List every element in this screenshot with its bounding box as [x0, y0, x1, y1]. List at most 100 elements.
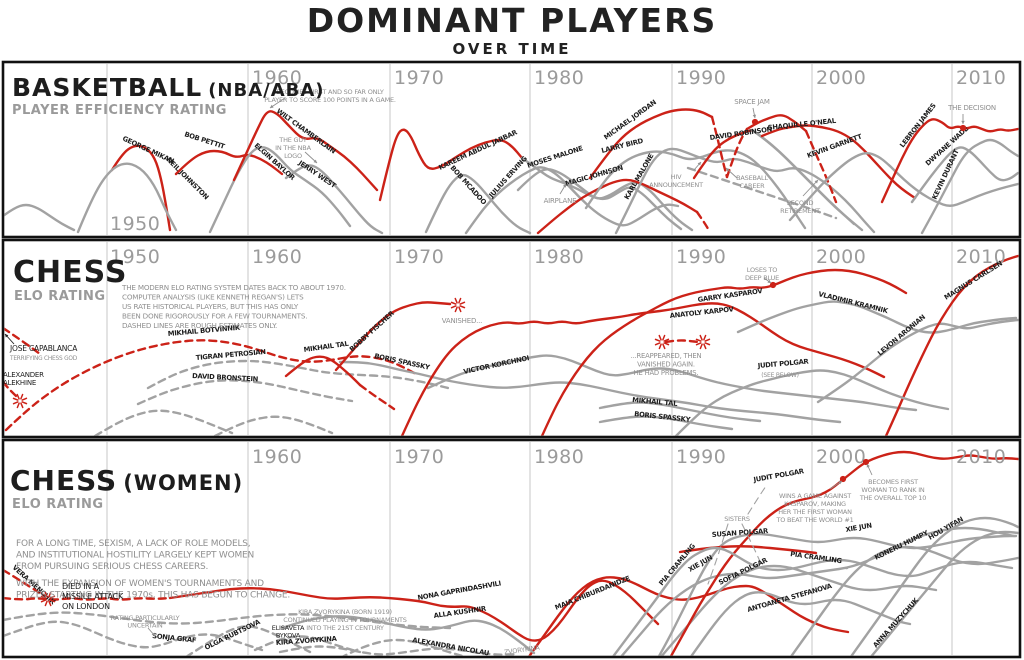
- year-label-1960-chess: 1960: [252, 246, 302, 268]
- arrowhead-icon: [961, 120, 965, 124]
- event-dot: [751, 118, 759, 126]
- series-shaquille-o-neal: [760, 124, 917, 200]
- series-bob-pettit: [174, 149, 284, 176]
- annotation-space-jam: SPACE JAM: [734, 98, 770, 119]
- series-line: [4, 611, 452, 630]
- year-label-1950-basketball: 1950: [110, 213, 160, 235]
- svg-text:FOR A LONG TIME, SEXISM, A LAC: FOR A LONG TIME, SEXISM, A LACK OF ROLE …: [16, 539, 254, 572]
- annotation-expansion-text: WITH THE EXPANSION OF WOMEN'S TOURNAMENT…: [16, 579, 290, 601]
- arrowhead-icon: [5, 334, 9, 338]
- series-line: [725, 127, 749, 179]
- page-title: DOMINANT PLAYERS: [306, 1, 718, 40]
- annotation-vanished: VANISHED...: [442, 317, 483, 325]
- panel-title-text: CHESS (WOMEN): [10, 464, 243, 497]
- series-magnus-carlsen: [884, 254, 1019, 436]
- arrowhead-icon: [562, 184, 566, 188]
- year-label-2000-chess-women: 2000: [816, 446, 866, 468]
- page-subtitle: OVER TIME: [452, 39, 572, 58]
- panel-title-text: BASKETBALL (NBA/ABA): [12, 73, 325, 102]
- panel-subtitle-text: PLAYER EFFICIENCY RATING: [12, 103, 227, 118]
- year-label-1960-chess-women: 1960: [252, 446, 302, 468]
- series-magic-johnson: [536, 178, 699, 235]
- year-label-2010-chess-women: 2010: [956, 446, 1006, 468]
- burst-icon: [654, 334, 670, 350]
- panel-title-basketball: BASKETBALL (NBA/ABA)PLAYER EFFICIENCY RAT…: [12, 73, 325, 118]
- series-bobby-fischer: [334, 301, 452, 372]
- svg-text:JOSÉ CAPABLANCA: JOSÉ CAPABLANCA: [9, 344, 78, 353]
- year-label-1980-basketball: 1980: [534, 67, 584, 89]
- series-vladimir-kramnik: [736, 300, 1018, 334]
- annotation-wins-game: WINS A GAME AGAINST KASPAROV, MAKING HER T…: [775, 480, 854, 524]
- series-line: [664, 339, 700, 344]
- svg-text:WITH THE EXPANSION OF WOMEN'S: WITH THE EXPANSION OF WOMEN'S TOURNAMENT…: [16, 579, 290, 601]
- annotation-elisaveta-bykova: ELISAVETA BYKOVA: [272, 624, 306, 640]
- series-label-mikhail-tal: MIKHAIL TAL: [632, 396, 679, 408]
- series-david-bronstein: [136, 379, 354, 406]
- year-label-1970-chess: 1970: [394, 246, 444, 268]
- series-mikhail-botvinnik: [4, 339, 418, 432]
- panel-title-text: CHESS: [13, 255, 127, 290]
- panel-border: [1, 60, 1022, 239]
- series-levon-aronian: [816, 318, 1019, 404]
- svg-text:SISTERS: SISTERS: [724, 515, 750, 523]
- series-judit-polgar: [674, 369, 950, 436]
- burst-icon: [40, 591, 56, 607]
- series-line: [93, 409, 234, 436]
- series-kareem-abdul-jabbar: [378, 128, 524, 202]
- series-sofia-polgar: [660, 564, 938, 656]
- series-line: [695, 210, 712, 234]
- series-label-susan-polgar: SUSAN POLGAR: [712, 527, 770, 539]
- annotation-loses-deep-blue: LOSES TO DEEP BLUE: [745, 266, 779, 284]
- series-line: [747, 485, 767, 515]
- series-mikhail-tal: [284, 355, 362, 387]
- year-label-1980-chess: 1980: [534, 246, 584, 268]
- event-dot: [959, 124, 967, 132]
- series-garry-kasparov: [540, 268, 908, 436]
- svg-text:THE DECISION: THE DECISION: [947, 104, 996, 112]
- year-label-1990-chess-women: 1990: [676, 446, 726, 468]
- arrowhead-icon: [697, 162, 701, 166]
- annotation-terrifying-chess-god: TERRIFYING CHESS GOD: [9, 356, 78, 362]
- series-antoaneta-stefanova: [690, 591, 912, 656]
- series-line: [213, 415, 334, 436]
- annotation-second-retirement: SECOND RETIREMENT: [780, 179, 820, 215]
- series-alexandra-nicolau: [342, 638, 466, 656]
- year-label-2000-chess: 2000: [816, 246, 866, 268]
- series-wilt-chamberlain: [232, 110, 379, 192]
- series-label-david-bronstein: DAVID BRONSTEIN: [192, 372, 259, 383]
- series-hou-yifan: [850, 516, 1019, 656]
- annotation-kira-continued: KIRA ZVORYKINA (BORN 1919) CONTINUED PLAY…: [283, 608, 407, 632]
- event-dot: [839, 475, 847, 483]
- series-line: [745, 114, 808, 133]
- annotation-died-missile: DIED IN A MISSILE ATTACK ON LONDON: [62, 582, 124, 611]
- svg-text:SPACE JAM: SPACE JAM: [734, 98, 770, 106]
- svg-text:(SEE BELOW): (SEE BELOW): [761, 372, 798, 379]
- year-label-2010-basketball: 2010: [956, 67, 1006, 89]
- annotation-the-decision: THE DECISION: [947, 104, 996, 124]
- series-line: [756, 132, 856, 226]
- series-sonja-graf: [4, 620, 264, 652]
- burst-icon: [12, 393, 28, 409]
- annotation-arrow: [802, 179, 819, 197]
- year-label-1980-chess-women: 1980: [534, 446, 584, 468]
- year-label-1990-basketball: 1990: [676, 67, 726, 89]
- annotation-sexism-text: FOR A LONG TIME, SEXISM, A LACK OF ROLE …: [16, 539, 254, 572]
- annotation-becomes-first-100: BECOMES FIRST AND SO FAR ONLY PLAYER TO S…: [264, 88, 396, 109]
- year-label-1970-chess-women: 1970: [394, 446, 444, 468]
- series-olga-rubtsova: [186, 625, 312, 656]
- annotation-see-below: (SEE BELOW): [761, 372, 799, 379]
- annotation-rating-uncertain: RATING PARTICULARLY UNCERTAIN: [111, 614, 180, 637]
- series-jerry-west: [284, 164, 384, 235]
- series-kira-zvorykina: [278, 645, 520, 656]
